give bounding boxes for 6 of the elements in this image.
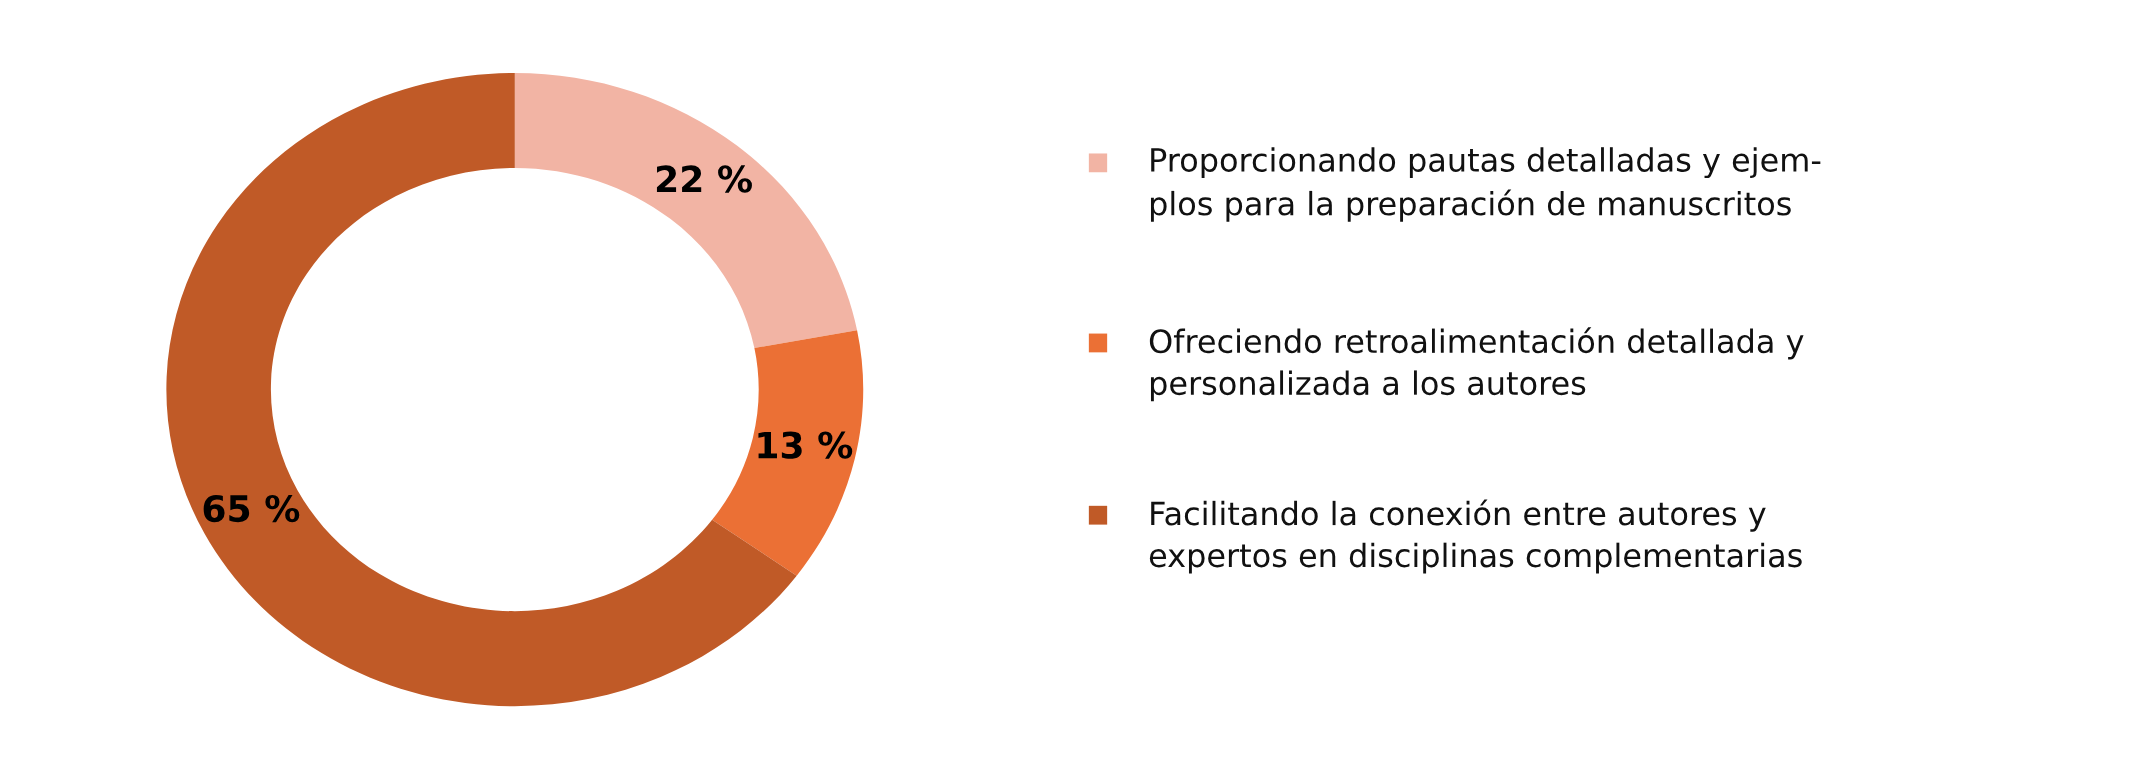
legend-label: Facilitando la conexión entre autores y expertos en disciplinas complementarias xyxy=(1149,499,1802,574)
data-label: 65 % xyxy=(203,494,300,523)
legend-label: Proporcionando pautas detalladas y ejem- plos para la preparación de manuscritos xyxy=(1150,147,1821,222)
legend-label: Ofreciendo retroalimentación detallada y personalizada a los autores xyxy=(1149,327,1804,402)
data-label: 22 % xyxy=(656,165,752,193)
data-label: 13 % xyxy=(758,431,853,459)
